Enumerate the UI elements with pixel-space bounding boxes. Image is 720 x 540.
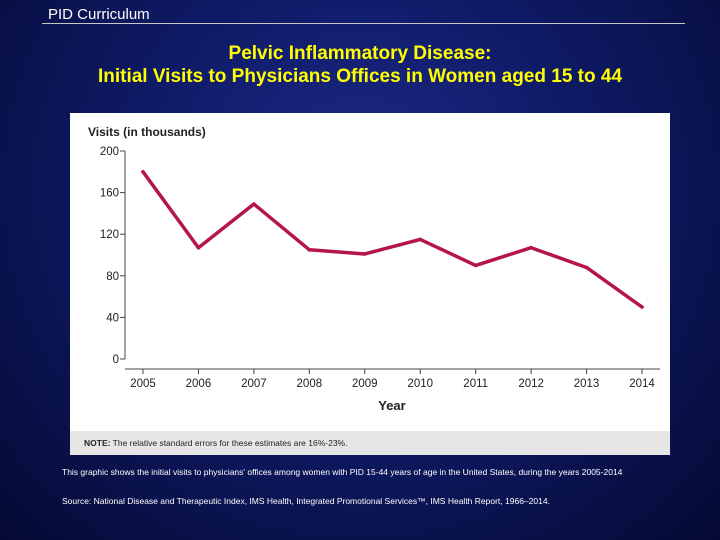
data-point [252, 202, 256, 206]
data-point [141, 170, 145, 174]
x-tick-label: 2008 [297, 378, 323, 390]
x-tick-label: 2012 [518, 378, 544, 390]
header-divider [42, 23, 685, 24]
chart-note-label: NOTE: [84, 438, 111, 448]
y-tick-label: 40 [106, 312, 119, 324]
chart-note: NOTE: The relative standard errors for t… [70, 431, 670, 455]
y-axis-label: Visits (in thousands) [88, 125, 206, 139]
data-point [307, 248, 312, 252]
x-tick-label: 2013 [574, 378, 600, 390]
x-tick-label: 2009 [352, 378, 378, 390]
data-point [640, 305, 644, 309]
y-axis: 0 40 80 120 160 200 [100, 146, 126, 366]
y-tick-label: 0 [113, 354, 119, 366]
series-line [141, 170, 644, 309]
data-point [362, 252, 367, 256]
y-tick-label: 80 [106, 271, 119, 283]
x-tick-label: 2007 [241, 378, 267, 390]
header-label: PID Curriculum [48, 6, 150, 23]
x-tick-label: 2005 [130, 378, 156, 390]
slide-title: Pelvic Inflammatory Disease: Initial Vis… [0, 42, 720, 88]
data-point [196, 245, 201, 250]
line-chart: Visits (in thousands) 0 40 80 120 160 200 200… [88, 125, 660, 413]
slide-caption: This graphic shows the initial visits to… [62, 467, 623, 477]
chart-note-text: The relative standard errors for these e… [112, 438, 348, 448]
data-point [584, 265, 589, 270]
data-point [529, 245, 533, 250]
x-tick-label: 2010 [407, 378, 433, 390]
slide-source: Source: National Disease and Therapeutic… [62, 496, 550, 506]
data-point [418, 237, 423, 242]
x-axis-label: Year [378, 398, 405, 413]
x-tick-label: 2006 [186, 378, 212, 390]
data-point [473, 263, 478, 268]
slide-title-line-1: Pelvic Inflammatory Disease: [228, 43, 492, 64]
y-tick-label: 120 [100, 229, 119, 241]
x-axis: 2005 2006 2007 2008 2009 2010 2011 2012 2013 2014 [125, 368, 660, 390]
x-tick-label: 2011 [463, 378, 488, 390]
y-tick-label: 160 [100, 188, 119, 200]
series-layer [141, 170, 644, 309]
slide-title-line-2: Initial Visits to Physicians Offices in … [97, 66, 623, 87]
x-tick-label: 2014 [629, 378, 655, 390]
chart-panel: Visits (in thousands) 0 40 80 120 160 200 200… [70, 113, 670, 455]
y-tick-label: 200 [100, 146, 119, 158]
